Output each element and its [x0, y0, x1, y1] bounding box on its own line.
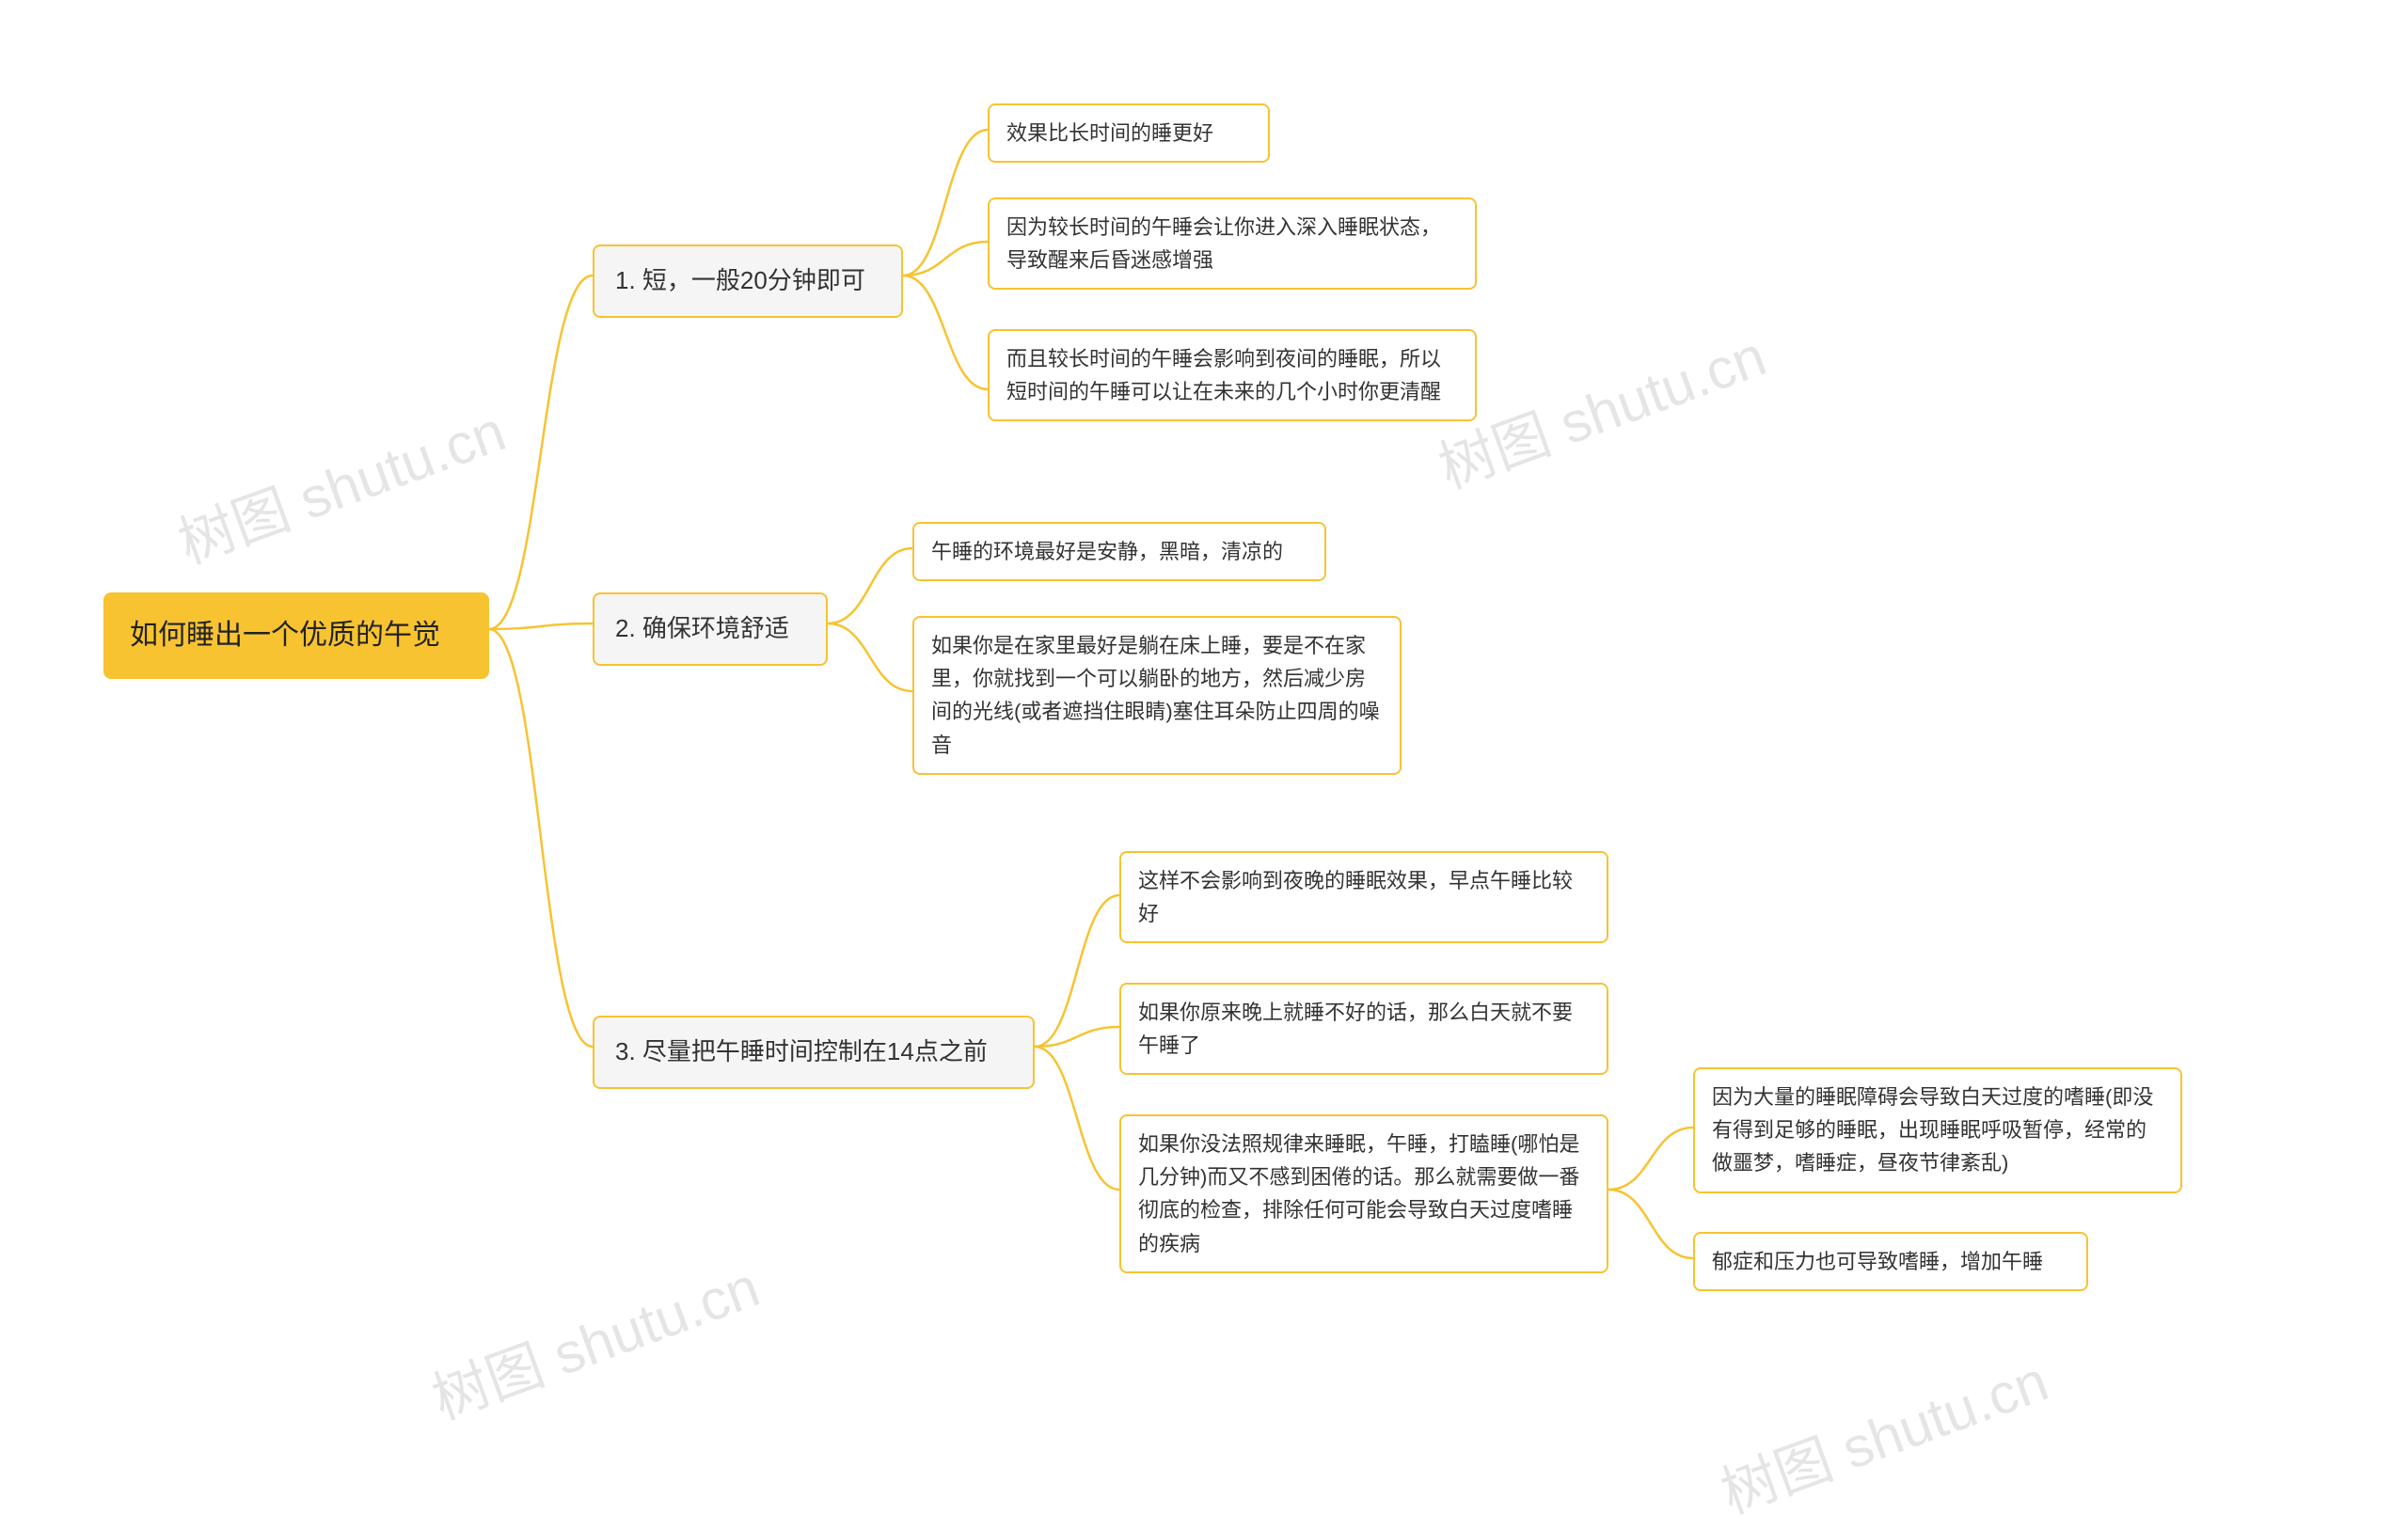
branch-3[interactable]: 3. 尽量把午睡时间控制在14点之前 [593, 1016, 1035, 1089]
leaf-3c[interactable]: 如果你没法照规律来睡眠，午睡，打瞌睡(哪怕是几分钟)而又不感到困倦的话。那么就需… [1119, 1114, 1608, 1273]
leaf-1b[interactable]: 因为较长时间的午睡会让你进入深入睡眠状态，导致醒来后昏迷感增强 [988, 197, 1477, 290]
branch-2[interactable]: 2. 确保环境舒适 [593, 592, 828, 666]
root-node[interactable]: 如何睡出一个优质的午觉 [103, 592, 489, 679]
leaf-3c2[interactable]: 郁症和压力也可导致嗜睡，增加午睡 [1693, 1232, 2088, 1291]
branch-1[interactable]: 1. 短，一般20分钟即可 [593, 244, 903, 318]
watermark: 树图 shutu.cn [166, 386, 515, 579]
watermark: 树图 shutu.cn [1426, 310, 1775, 504]
leaf-3c1[interactable]: 因为大量的睡眠障碍会导致白天过度的嗜睡(即没有得到足够的睡眠，出现睡眠呼吸暂停，… [1693, 1067, 2182, 1193]
leaf-2a[interactable]: 午睡的环境最好是安静，黑暗，清凉的 [912, 522, 1326, 581]
leaf-3a[interactable]: 这样不会影响到夜晚的睡眠效果，早点午睡比较好 [1119, 851, 1608, 943]
watermark: 树图 shutu.cn [1708, 1335, 2057, 1529]
leaf-2b[interactable]: 如果你是在家里最好是躺在床上睡，要是不在家里，你就找到一个可以躺卧的地方，然后减… [912, 616, 1402, 775]
watermark: 树图 shutu.cn [420, 1241, 768, 1435]
leaf-1c[interactable]: 而且较长时间的午睡会影响到夜间的睡眠，所以短时间的午睡可以让在未来的几个小时你更… [988, 329, 1477, 421]
leaf-1a[interactable]: 效果比长时间的睡更好 [988, 103, 1270, 163]
leaf-3b[interactable]: 如果你原来晚上就睡不好的话，那么白天就不要午睡了 [1119, 983, 1608, 1075]
